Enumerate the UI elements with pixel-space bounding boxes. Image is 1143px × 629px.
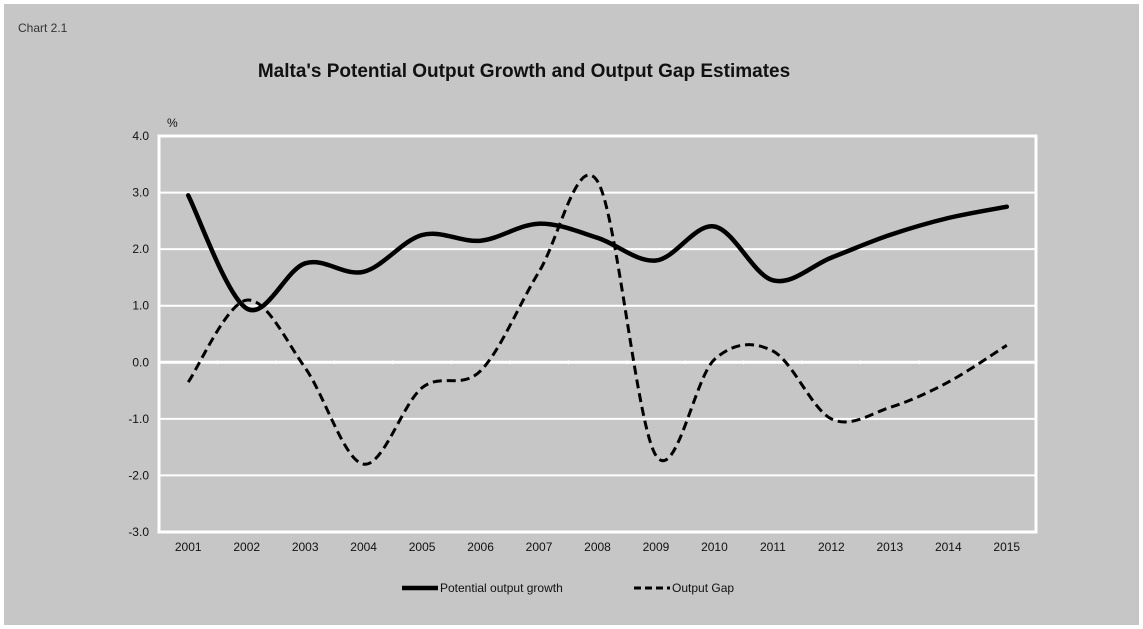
y-tick-label: -3.0 [128,525,149,539]
legend: Potential output growth Output Gap [402,581,734,595]
x-tick-label: 2007 [526,540,553,554]
x-tick-layer: 2001 2002 2003 2004 2005 2006 2007 2008 2009 2010… [175,540,1021,554]
x-tick-label: 2013 [876,540,903,554]
y-tick-label: 2.0 [132,242,149,256]
x-tick-label: 2014 [935,540,962,554]
plot-area [157,134,1038,534]
x-tick-label: 2002 [233,540,260,554]
chart-title: Malta's Potential Output Growth and Outp… [257,61,791,82]
x-tick-label: 2011 [760,540,786,554]
x-tick-label: 2005 [409,540,436,554]
x-tick-label: 2010 [701,540,728,554]
legend-item: Output Gap [634,581,734,595]
y-axis-label: % [167,116,178,130]
grid-layer [159,191,1036,477]
legend-item: Potential output growth [402,581,563,595]
x-tick-label: 2004 [350,540,377,554]
chart-number: Chart 2.1 [18,21,68,35]
series-line-output-gap [186,173,1008,466]
legend-label: Output Gap [672,581,734,595]
x-tick-label: 2008 [584,540,611,554]
y-tick-label: 4.0 [132,129,149,143]
chart-frame: Chart 2.1 Malta's Potential Output Growt… [4,4,1139,625]
x-tick-label: 2012 [818,540,845,554]
y-tick-layer: 4.0 3.0 2.0 1.0 0.0 -1.0 -2.0 -3.0 [128,129,149,539]
series-line-potential-output-growth [185,193,1010,313]
y-tick-label: -1.0 [128,412,149,426]
x-tick-label: 2006 [467,540,494,554]
y-tick-label: 3.0 [132,186,149,200]
y-tick-label: 1.0 [132,299,149,313]
x-tick-label: 2003 [292,540,319,554]
chart-svg: % 4.03.02.01.00.0-1.0-2.0-3.0 2001 2002 20… [128,116,1038,595]
legend-label: Potential output growth [440,581,563,595]
series-layer [185,173,1010,466]
x-tick-label: 2015 [993,540,1020,554]
x-tick-label: 2009 [643,540,670,554]
y-tick-label: 0.0 [132,355,149,369]
y-tick-label: -2.0 [128,468,149,482]
x-tick-label: 2001 [175,540,202,554]
